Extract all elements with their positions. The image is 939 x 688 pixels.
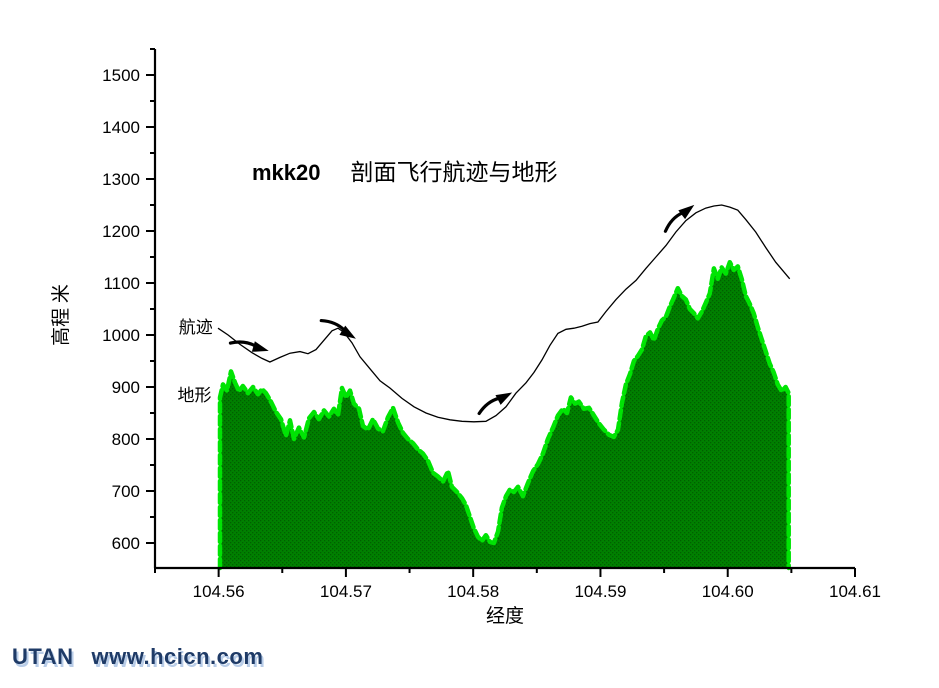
y-tick-label: 1200: [102, 222, 140, 241]
chart-canvas: 600 700 800 900 1000 1100 1200 1300 1400 1500 104.…: [50, 48, 881, 627]
x-tick-label: 104.56: [193, 582, 245, 601]
x-tick-label: 104.60: [702, 582, 754, 601]
y-tick-label: 800: [112, 430, 140, 449]
y-axis-title: 高程 米: [50, 284, 72, 346]
y-tick-label: 1000: [102, 326, 140, 345]
flight-path-line: [217, 204, 791, 423]
x-tick-label: 104.59: [574, 582, 626, 601]
y-tick-label: 1400: [102, 118, 140, 137]
flight-arrow-icon: [477, 392, 513, 416]
y-tick-label: 700: [112, 482, 140, 501]
x-axis-title: 经度: [486, 605, 524, 627]
y-tick-label: 900: [112, 378, 140, 397]
footer-url: www.hcicn.com: [91, 644, 264, 669]
terrain-outline: [217, 259, 791, 571]
x-tick-label: 104.57: [320, 582, 372, 601]
chart-title: mkk20 剖面飞行航迹与地形: [252, 160, 558, 185]
flight-arrow-icon: [228, 340, 269, 352]
x-tick-label: 104.61: [829, 582, 881, 601]
footer-watermark: UTAN www.hcicn.com: [12, 644, 932, 680]
annotation-hangji: 航迹: [179, 318, 213, 337]
y-tick-label: 600: [112, 534, 140, 553]
flight-arrow-icon: [663, 204, 695, 233]
y-tick-label: 1500: [102, 66, 140, 85]
x-tick-label: 104.58: [447, 582, 499, 601]
annotation-dixing: 地形: [177, 386, 211, 405]
flight-arrow-icon: [319, 318, 356, 339]
footer-brand: UTAN: [12, 644, 74, 669]
y-tick-label: 1100: [103, 274, 140, 293]
y-tick-label: 1300: [102, 170, 140, 189]
